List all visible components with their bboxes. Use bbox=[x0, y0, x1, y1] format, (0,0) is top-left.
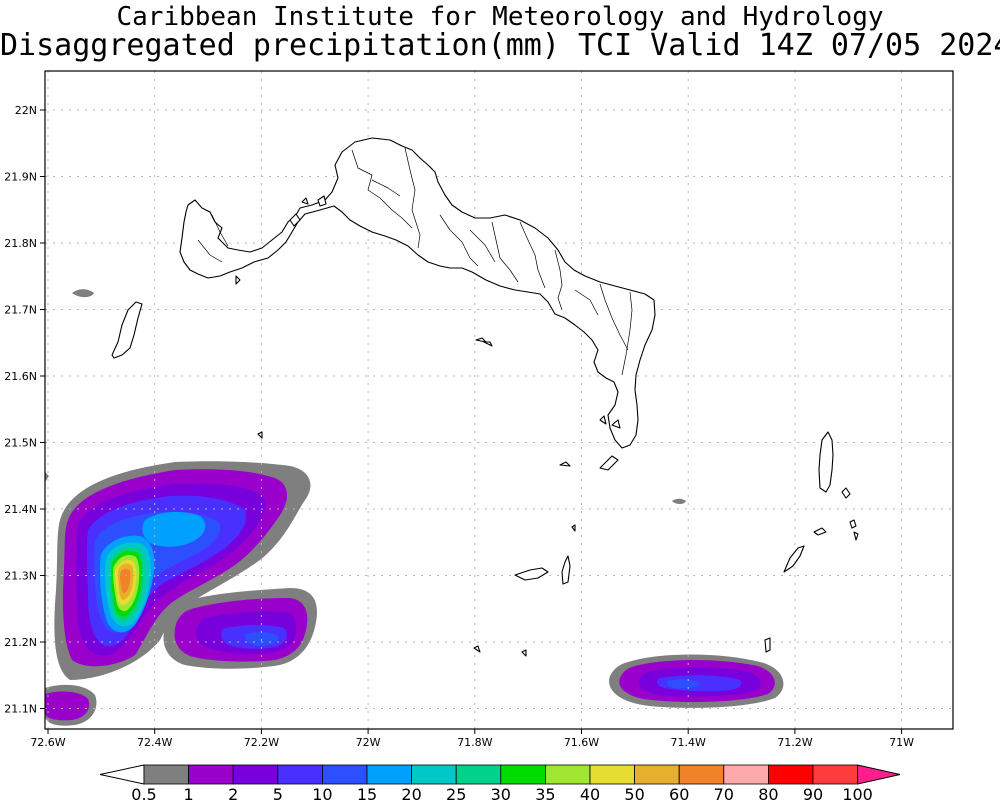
colorbar-segment bbox=[366, 764, 412, 785]
colorbar-under-arrow bbox=[99, 764, 145, 785]
lon-tick-label: 71.2W bbox=[777, 736, 812, 749]
lat-tick-label: 21.9N bbox=[4, 171, 37, 184]
colorbar-label: 1 bbox=[184, 785, 194, 800]
turks-and-caicos-islands bbox=[111, 137, 859, 657]
lon-tick-label: 72.4W bbox=[137, 736, 172, 749]
colorbar-segment bbox=[277, 764, 323, 785]
title-line-2: Disaggregated precipitation(mm) TCI Vali… bbox=[0, 28, 1000, 63]
colorbar-label: 10 bbox=[312, 785, 332, 800]
colorbar-segment bbox=[768, 764, 814, 785]
colorbar-segment bbox=[589, 764, 635, 785]
lat-tick-label: 21.7N bbox=[4, 304, 37, 317]
lon-tick-label: 72W bbox=[356, 736, 381, 749]
colorbar-label: 35 bbox=[535, 785, 555, 800]
colorbar-segment bbox=[321, 764, 368, 785]
colorbar-label: 25 bbox=[446, 785, 466, 800]
lon-tick-label: 72.6W bbox=[30, 736, 65, 749]
colorbar-label: 60 bbox=[669, 785, 689, 800]
lat-tick-label: 21.2N bbox=[4, 636, 37, 649]
colorbar-segment bbox=[500, 764, 546, 785]
lat-tick-label: 21.6N bbox=[4, 370, 37, 383]
colorbar-label: 90 bbox=[803, 785, 823, 800]
map-frame bbox=[44, 70, 954, 730]
precip-edge-speck bbox=[45, 472, 49, 482]
lon-tick-label: 71W bbox=[889, 736, 914, 749]
precip-region-south-cell bbox=[609, 654, 784, 708]
lon-tick-label: 71.6W bbox=[564, 736, 599, 749]
precip-region-southwest-cell bbox=[45, 684, 97, 726]
west-caicos-outline bbox=[111, 301, 143, 359]
precipitation-field bbox=[45, 289, 784, 726]
colorbar-label: 50 bbox=[624, 785, 644, 800]
caicos-islands-outline bbox=[179, 137, 656, 449]
colorbar-segment bbox=[232, 764, 279, 785]
lon-tick-label: 72.2W bbox=[244, 736, 279, 749]
colorbar-label: 20 bbox=[401, 785, 421, 800]
colorbar-segment bbox=[143, 764, 189, 785]
colorbar-label: 0.5 bbox=[131, 785, 156, 800]
precip-region-west-cell bbox=[54, 461, 311, 680]
colorbar-segment bbox=[723, 764, 769, 785]
latitude-axis: 22N 21.9N 21.8N 21.7N 21.6N 21.5N 21.4N 21.3N 21… bbox=[4, 104, 45, 716]
colorbar-segment bbox=[545, 764, 591, 785]
lat-tick-label: 21.5N bbox=[4, 437, 37, 450]
colorbar-label: 15 bbox=[357, 785, 377, 800]
colorbar-label: 70 bbox=[714, 785, 734, 800]
longitude-axis: 72.6W 72.4W 72.2W 72W 71.8W 71.6W 71.4W 71.2W 71… bbox=[30, 729, 914, 749]
colorbar-label: 80 bbox=[758, 785, 778, 800]
colorbar-label: 30 bbox=[491, 785, 511, 800]
precip-region-central-speck bbox=[672, 498, 686, 504]
salt-cay-outline bbox=[783, 545, 805, 573]
colorbar-over-arrow bbox=[857, 764, 901, 785]
title-line-1: Caribbean Institute for Meteorology and … bbox=[116, 2, 884, 32]
lat-tick-label: 21.8N bbox=[4, 237, 37, 250]
colorbar-segment bbox=[188, 764, 234, 785]
lon-tick-label: 71.8W bbox=[457, 736, 492, 749]
precip-region-west-arm bbox=[163, 588, 317, 669]
grand-turk-outline bbox=[818, 431, 834, 493]
lon-tick-label: 71.4W bbox=[671, 736, 706, 749]
colorbar-segment bbox=[634, 764, 680, 785]
colorbar: 0.5 1 2 5 10 15 20 25 30 35 40 50 60 70 80 90 100 bbox=[99, 764, 901, 800]
lat-tick-label: 21.1N bbox=[4, 703, 37, 716]
colorbar-label: 2 bbox=[228, 785, 238, 800]
graticule bbox=[45, 71, 953, 729]
colorbar-label: 40 bbox=[580, 785, 600, 800]
colorbar-label: 5 bbox=[273, 785, 283, 800]
lat-tick-label: 22N bbox=[15, 104, 37, 117]
colorbar-segment bbox=[411, 764, 457, 785]
colorbar-segment bbox=[812, 764, 858, 785]
precip-region-northwest-speck bbox=[72, 289, 94, 298]
lat-tick-label: 21.3N bbox=[4, 570, 37, 583]
colorbar-label: 100 bbox=[842, 785, 873, 800]
colorbar-segment bbox=[455, 764, 502, 785]
lat-tick-label: 21.4N bbox=[4, 503, 37, 516]
colorbar-segment bbox=[678, 764, 725, 785]
